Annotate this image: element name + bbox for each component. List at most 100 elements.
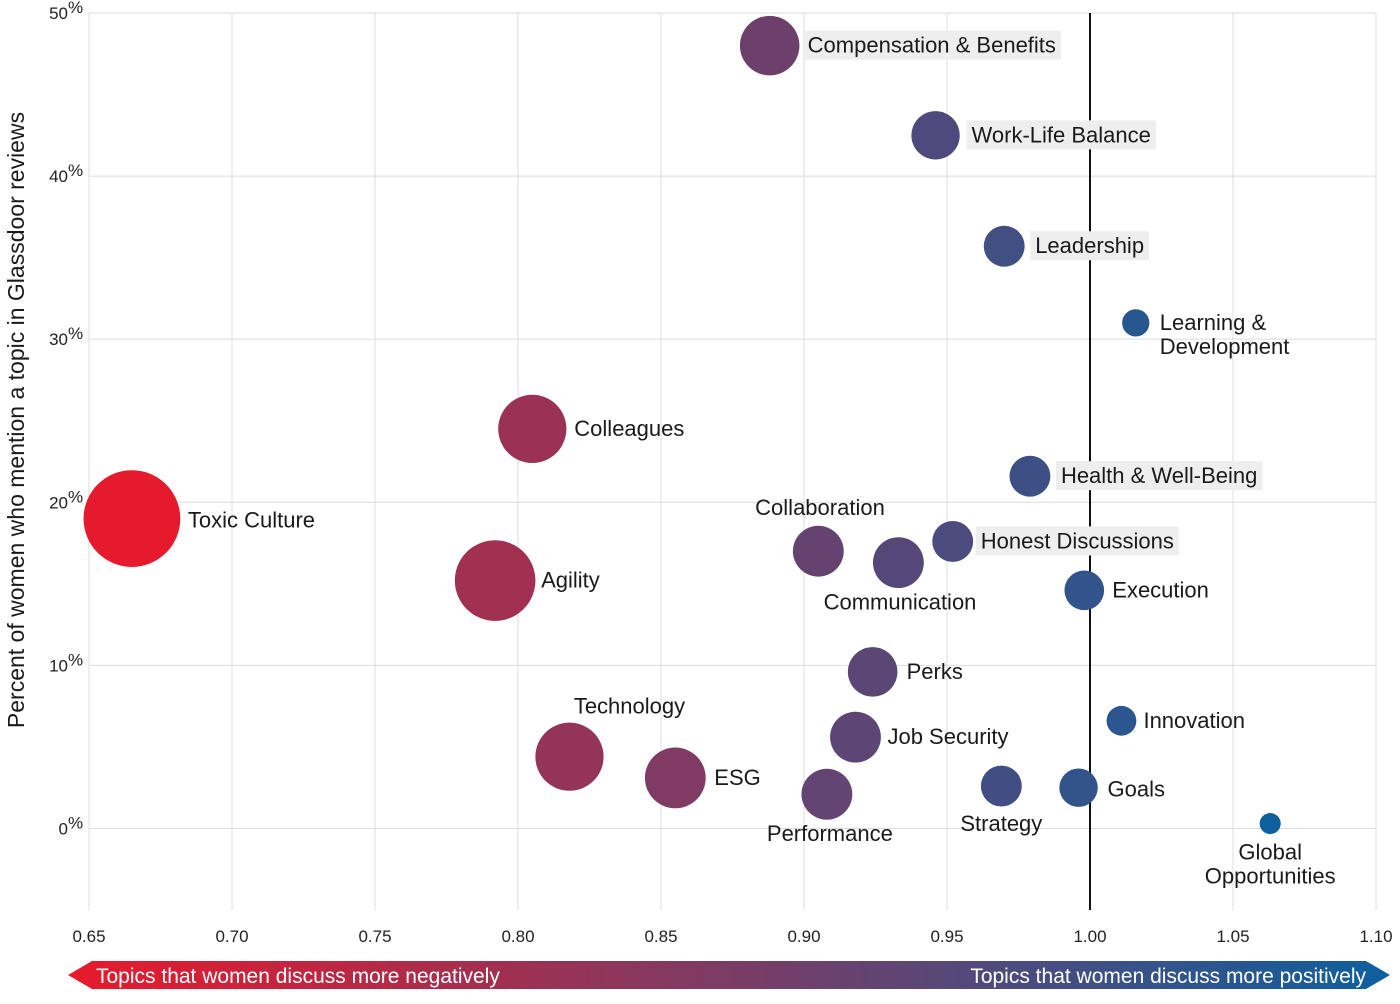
bubble-label-line: Technology [574, 694, 685, 719]
bubbles [83, 15, 1281, 835]
bubble-label-text: Perks [907, 659, 963, 684]
bubble-label-text: Global Opportunities [1205, 840, 1336, 889]
bubble-label-line: Toxic Culture [188, 508, 315, 533]
bubble-label-line: Agility [541, 568, 600, 593]
direction-banner: Topics that women discuss more negativel… [68, 961, 1390, 989]
bubble-label-text: Execution [1112, 577, 1209, 602]
bubble [498, 394, 567, 463]
bubble-label-line: Communication [824, 590, 977, 615]
x-tick-label: 0.95 [930, 927, 963, 946]
bubble-label-line: Health & Well-Being [1061, 463, 1257, 488]
bubble [1009, 455, 1051, 497]
bubble-label: Perks [907, 659, 963, 684]
bubble-label-highlight [1055, 461, 1263, 491]
bubble-label-line: Performance [767, 821, 893, 846]
y-axis-tick-labels: 0 %10 %20 %30 %40 %50% [49, 0, 83, 838]
bubble [980, 765, 1022, 807]
y-tick-label: 10 [49, 656, 68, 675]
bubble-label-text: Leadership [1035, 233, 1144, 258]
bubble-label-line: Work-Life Balance [972, 122, 1151, 147]
bubble-label-text: Compensation & Benefits [808, 33, 1056, 58]
bubble-label-text: Job Security [887, 724, 1008, 749]
bubble-label: Learning & Development [1160, 310, 1290, 359]
bubble-label-line: Collaboration [755, 495, 885, 520]
x-tick-label: 0.75 [358, 927, 391, 946]
y-tick-label: 20 [49, 493, 68, 512]
bubble-label-highlight [1030, 231, 1150, 261]
bubble [847, 647, 898, 697]
y-tick-percent-sign: % [68, 650, 83, 669]
bubble-label: Job Security [887, 724, 1008, 749]
bubble-label-text: Colleagues [574, 416, 684, 441]
x-tick-label: 0.70 [215, 927, 248, 946]
x-axis-tick-labels: 0.65 0.70 0.75 0.80 0.85 0.90 0.95 1.00 1.05 1.10 [72, 927, 1392, 946]
bubble-label-highlight [966, 120, 1156, 150]
x-tick-label: 1.05 [1216, 927, 1249, 946]
bubble-label-text: Performance [767, 821, 893, 846]
y-tick-percent-sign: % [68, 487, 83, 506]
grid-lines [88, 12, 1377, 910]
bubble-label: Communication [824, 590, 977, 615]
y-tick-percent-sign: % [68, 161, 83, 180]
bubble-label-text: Honest Discussions [981, 528, 1174, 553]
bubble-label-line: Colleagues [574, 416, 684, 441]
banner-left-text: Topics that women discuss more negativel… [96, 965, 500, 988]
y-tick-label: 0 [59, 819, 68, 838]
bubble-label-line: Job Security [887, 724, 1008, 749]
x-tick-label: 0.85 [644, 927, 677, 946]
bubble-label-line: Execution [1112, 577, 1209, 602]
bubble-label-line: Perks [907, 659, 963, 684]
bubble [792, 525, 844, 577]
bubble-label-text: Agility [541, 568, 600, 593]
bubble-label-highlight [802, 30, 1061, 60]
bubble-label-text: Collaboration [755, 495, 885, 520]
bubble-label: Technology [574, 694, 685, 719]
bubble [872, 537, 924, 589]
bubble-label-text: Innovation [1143, 708, 1245, 733]
bubble-label: Execution [1112, 577, 1209, 602]
bubble [644, 747, 706, 809]
y-tick-label: 30 [49, 330, 68, 349]
bubble [1259, 813, 1281, 835]
bubble-label: Honest Discussions [975, 526, 1179, 556]
bubble-label: Work-Life Balance [966, 120, 1156, 150]
bubble-label-highlight [975, 526, 1179, 556]
bubble-label: Innovation [1143, 708, 1245, 733]
bubble-label-line: Compensation & Benefits [808, 33, 1056, 58]
y-axis-title: Percent of women who mention a topic in … [3, 112, 29, 728]
bubble [983, 225, 1025, 267]
bubble-label: Agility [541, 568, 600, 593]
bubble-label: Goals [1108, 777, 1165, 802]
y-tick-label: 40 [49, 167, 68, 186]
x-tick-label: 0.80 [501, 927, 534, 946]
bubble-label-text: Goals [1108, 777, 1165, 802]
x-tick-label: 0.90 [787, 927, 820, 946]
bubble [1122, 309, 1150, 337]
bubble [1106, 705, 1137, 736]
bubble [932, 520, 974, 562]
y-tick-percent-sign: % [68, 324, 83, 343]
bubble-label-text: Technology [574, 694, 685, 719]
bubble-label-text: Work-Life Balance [972, 122, 1151, 147]
bubble-label: ESG [714, 765, 760, 790]
bubble [83, 470, 181, 567]
bubble-label-line: Opportunities [1205, 864, 1336, 889]
bubble-label-text: Communication [824, 590, 977, 615]
x-tick-label: 1.00 [1073, 927, 1106, 946]
bubble-label-line: Innovation [1143, 708, 1245, 733]
bubble [801, 768, 853, 820]
bubble [830, 711, 881, 763]
bubble [911, 111, 960, 160]
x-tick-label: 1.10 [1359, 927, 1392, 946]
bubble-label-line: ESG [714, 765, 760, 790]
bubble-label: Performance [767, 821, 893, 846]
bubble-labels: Compensation & Benefits Work-Life Balance… [188, 30, 1336, 889]
bubble-label: Compensation & Benefits [802, 30, 1061, 60]
direction-arrow [68, 961, 1390, 989]
bubble-label-line: Honest Discussions [981, 528, 1174, 553]
bubble-label-line: Learning & [1160, 310, 1267, 335]
bubble-label-line: Goals [1108, 777, 1165, 802]
bubble-label-text: Learning & Development [1160, 310, 1290, 359]
bubble-label: Strategy [960, 811, 1042, 836]
